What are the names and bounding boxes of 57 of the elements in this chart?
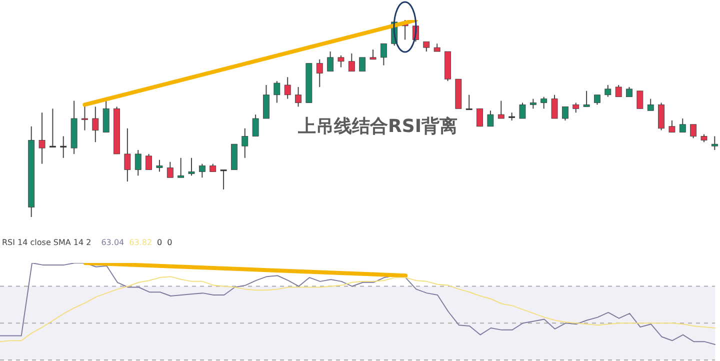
candlestick (466, 94, 472, 110)
candlestick (338, 54, 344, 68)
candlestick (604, 84, 612, 98)
candlestick (146, 153, 152, 170)
candlestick (626, 86, 632, 98)
candlestick (284, 76, 291, 100)
candlestick (476, 108, 483, 127)
candlestick (380, 43, 387, 66)
candlestick (668, 120, 676, 133)
candlestick (166, 161, 174, 178)
candlestick (198, 163, 206, 178)
candlestick (178, 157, 184, 178)
candlestick (327, 51, 334, 72)
candlestick (658, 102, 664, 131)
candlestick (82, 104, 88, 131)
candlestick (636, 90, 644, 110)
candlestick (316, 58, 323, 88)
candlestick (370, 49, 376, 60)
candlestick (124, 128, 131, 182)
candlestick (263, 84, 270, 119)
candlestick (60, 136, 67, 158)
candlestick (647, 98, 654, 112)
candlestick (679, 118, 686, 133)
candlestick (615, 84, 622, 98)
candlestick (156, 159, 163, 172)
text: 上吊线结合RSI背离 (298, 115, 458, 138)
candlestick (711, 136, 718, 151)
candlestick (487, 110, 494, 127)
candlestick (188, 157, 195, 176)
text: 0 (157, 238, 162, 247)
candlestick (690, 124, 697, 139)
candlestick (519, 102, 526, 119)
candlestick (102, 100, 110, 133)
candlestick (530, 98, 536, 110)
candlestick (295, 86, 302, 108)
candlestick (423, 41, 430, 52)
candlestick (92, 106, 99, 143)
candlestick (594, 94, 600, 106)
candlestick (359, 56, 366, 72)
candlestick (348, 52, 355, 72)
candlestick (540, 96, 548, 110)
chart-title: RSI 14 close SMA 14 2 (2, 238, 92, 247)
candlestick (572, 102, 580, 114)
candlestick (134, 150, 142, 176)
candlestick (50, 108, 56, 148)
candlestick (220, 169, 227, 190)
candlestick (562, 106, 568, 121)
candlestick (551, 94, 558, 119)
candlestick (38, 112, 46, 164)
text: 0 (167, 238, 172, 247)
text: 63.04 (101, 238, 124, 247)
candlestick (583, 90, 590, 108)
text: 63.82 (129, 238, 152, 247)
candlestick (498, 100, 504, 119)
candlestick (274, 80, 280, 104)
candlestick (242, 128, 248, 158)
candlestick (252, 114, 259, 137)
